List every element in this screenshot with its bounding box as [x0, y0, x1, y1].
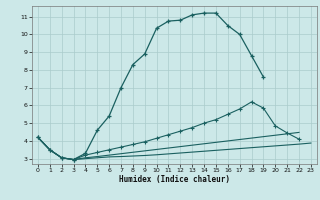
X-axis label: Humidex (Indice chaleur): Humidex (Indice chaleur) [119, 175, 230, 184]
